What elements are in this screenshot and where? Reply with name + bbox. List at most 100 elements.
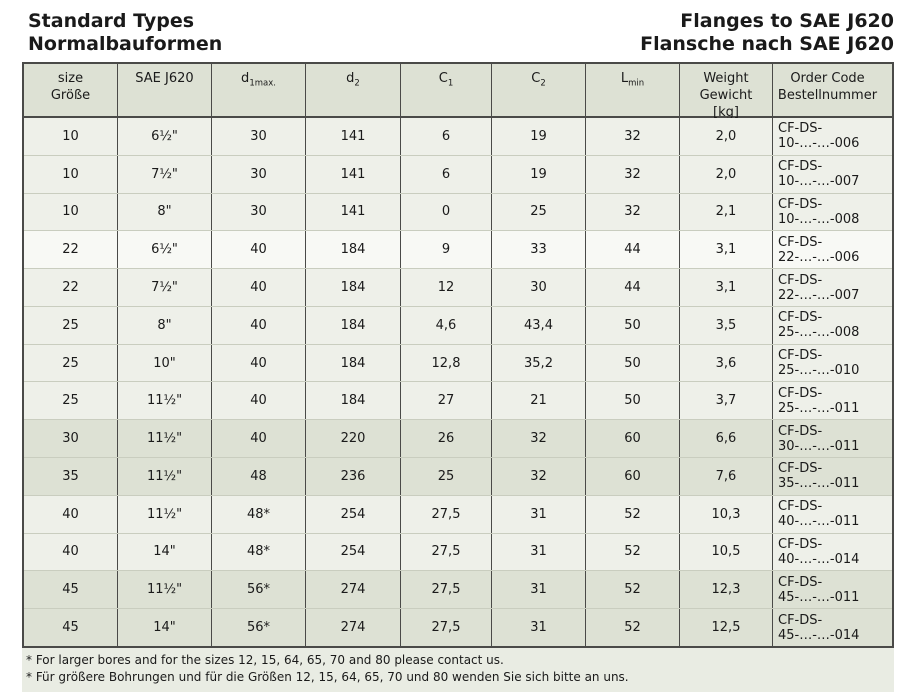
cell-lmin: 50: [586, 306, 680, 344]
cell-c2: 31: [492, 495, 586, 533]
cell-size: 25: [24, 344, 118, 382]
cell-weight: 12,5: [680, 609, 773, 646]
cell-weight: 10,3: [680, 495, 773, 533]
cell-d2: 184: [306, 306, 401, 344]
title-normalbauformen: Normalbauformen: [28, 33, 223, 55]
cell-size: 25: [24, 306, 118, 344]
cell-d2: 141: [306, 118, 401, 155]
cell-weight: 3,1: [680, 231, 773, 269]
cell-weight: 6,6: [680, 420, 773, 458]
cell-c2: 19: [492, 118, 586, 155]
cell-lmin: 32: [586, 155, 680, 193]
flange-dimension-table: size Größe SAE J620 d1max. d2 C1 C2 Lmin Weight G…: [22, 62, 894, 648]
cell-c1: 9: [401, 231, 492, 269]
table-row: 40 14" 48* 254 27,5 31 52 10,5 CF-DS-40-…-…-014: [24, 532, 892, 571]
cell-c2: 32: [492, 458, 586, 495]
cell-d2: 184: [306, 344, 401, 382]
cell-c1: 26: [401, 420, 492, 458]
cell-lmin: 52: [586, 495, 680, 533]
cell-size: 22: [24, 269, 118, 306]
cell-d1max: 48: [212, 458, 306, 495]
column-header-weight: Weight Gewicht [kg]: [680, 64, 773, 121]
table-row: 30 11½" 40 220 26 32 60 6,6 CF-DS-30-…-…-011: [24, 419, 892, 458]
cell-d2: 184: [306, 231, 401, 269]
cell-weight: 3,5: [680, 306, 773, 344]
cell-size: 22: [24, 231, 118, 269]
cell-d1max: 30: [212, 118, 306, 155]
cell-weight: 2,0: [680, 118, 773, 155]
table-row: 22 7½" 40 184 12 30 44 3,1 CF-DS-22-…-…-007: [24, 268, 892, 306]
column-header-d2: d2: [306, 64, 401, 121]
column-header-c2: C2: [492, 64, 586, 121]
cell-d2: 184: [306, 269, 401, 306]
cell-d1max: 40: [212, 269, 306, 306]
table-row: 45 14" 56* 274 27,5 31 52 12,5 CF-DS-45-…-…-014: [24, 608, 892, 646]
cell-c2: 32: [492, 420, 586, 458]
cell-size: 10: [24, 155, 118, 193]
cell-c2: 33: [492, 231, 586, 269]
cell-weight: 7,6: [680, 458, 773, 495]
cell-d1max: 40: [212, 306, 306, 344]
cell-sae-j620: 11½": [118, 458, 212, 495]
cell-lmin: 44: [586, 231, 680, 269]
cell-order-code: CF-DS-10-…-…-008: [778, 196, 860, 227]
table-header-row: size Größe SAE J620 d1max. d2 C1 C2 Lmin Weight G…: [24, 64, 892, 121]
cell-lmin: 50: [586, 382, 680, 420]
cell-d1max: 56*: [212, 609, 306, 646]
column-header-size: size Größe: [24, 64, 118, 121]
table-row: 22 6½" 40 184 9 33 44 3,1 CF-DS-22-…-…-006: [24, 230, 892, 269]
cell-order-code: CF-DS-10-…-…-007: [778, 159, 860, 190]
cell-lmin: 52: [586, 609, 680, 646]
footnote-en: * For larger bores and for the sizes 12,…: [26, 653, 504, 667]
cell-lmin: 32: [586, 118, 680, 155]
cell-size: 30: [24, 420, 118, 458]
cell-size: 25: [24, 382, 118, 420]
cell-sae-j620: 8": [118, 193, 212, 231]
table-body: 10 6½" 30 141 6 19 32 2,0 CF-DS-10-…-…-006 10 7½" 3…: [24, 118, 892, 646]
column-header-lmin: Lmin: [586, 64, 680, 121]
table-row: 10 8" 30 141 0 25 32 2,1 CF-DS-10-…-…-008: [24, 192, 892, 231]
cell-d1max: 56*: [212, 571, 306, 609]
cell-c2: 21: [492, 382, 586, 420]
cell-d2: 274: [306, 609, 401, 646]
cell-order-code: CF-DS-40-…-…-011: [778, 499, 860, 530]
cell-lmin: 50: [586, 344, 680, 382]
table-row: 45 11½" 56* 274 27,5 31 52 12,3 CF-DS-45-…-…-011: [24, 570, 892, 609]
cell-sae-j620: 6½": [118, 231, 212, 269]
cell-c2: 19: [492, 155, 586, 193]
cell-d1max: 40: [212, 344, 306, 382]
cell-d1max: 48*: [212, 495, 306, 533]
table-row: 40 11½" 48* 254 27,5 31 52 10,3 CF-DS-40-…-…-011: [24, 494, 892, 533]
cell-weight: 12,3: [680, 571, 773, 609]
cell-order-code: CF-DS-10-…-…-006: [778, 121, 860, 152]
cell-weight: 3,7: [680, 382, 773, 420]
cell-order-code: CF-DS-45-…-…-014: [778, 612, 860, 643]
cell-c1: 27: [401, 382, 492, 420]
cell-order-code: CF-DS-45-…-…-011: [778, 574, 860, 605]
table-row: 10 6½" 30 141 6 19 32 2,0 CF-DS-10-…-…-006: [24, 118, 892, 155]
cell-d1max: 30: [212, 155, 306, 193]
cell-order-code: CF-DS-25-…-…-010: [778, 348, 860, 379]
cell-order-code: CF-DS-25-…-…-011: [778, 385, 860, 416]
cell-c2: 43,4: [492, 306, 586, 344]
column-header-c1: C1: [401, 64, 492, 121]
cell-c1: 4,6: [401, 306, 492, 344]
cell-d1max: 48*: [212, 533, 306, 571]
table-row: 25 8" 40 184 4,6 43,4 50 3,5 CF-DS-25-…-…-008: [24, 305, 892, 344]
cell-d2: 274: [306, 571, 401, 609]
table-row: 35 11½" 48 236 25 32 60 7,6 CF-DS-35-…-…-011: [24, 457, 892, 495]
cell-c2: 31: [492, 533, 586, 571]
column-header-sae-j620: SAE J620: [118, 64, 212, 121]
cell-lmin: 52: [586, 571, 680, 609]
footnote-band: * For larger bores and for the sizes 12,…: [22, 648, 894, 692]
cell-d2: 141: [306, 155, 401, 193]
cell-c1: 6: [401, 118, 492, 155]
cell-sae-j620: 11½": [118, 382, 212, 420]
cell-size: 10: [24, 118, 118, 155]
cell-c2: 31: [492, 571, 586, 609]
cell-c1: 27,5: [401, 571, 492, 609]
cell-size: 45: [24, 609, 118, 646]
title-standard-types: Standard Types: [28, 10, 195, 32]
cell-order-code: CF-DS-25-…-…-008: [778, 310, 860, 341]
